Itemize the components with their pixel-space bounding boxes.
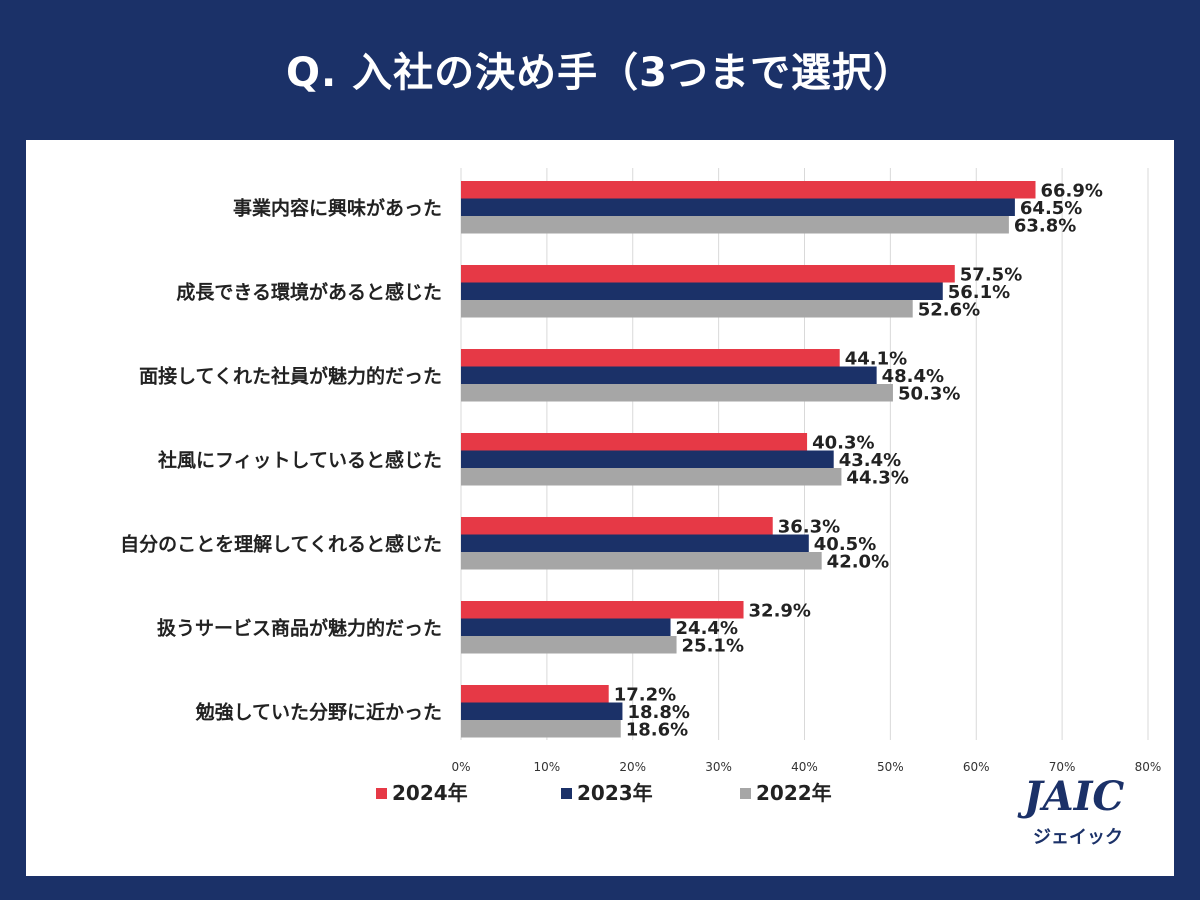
data-label: 44.3%	[846, 467, 908, 488]
bar-2022年-0	[461, 216, 1009, 234]
bar-2022年-2	[461, 384, 893, 402]
bar-2023年-1	[461, 282, 943, 300]
category-label: 社風にフィットしていると感じた	[157, 448, 442, 471]
bar-2023年-0	[461, 198, 1015, 216]
data-label: 18.8%	[627, 702, 689, 723]
bar-2023年-3	[461, 450, 834, 468]
page-title: Q. 入社の決め手（3つまで選択）	[286, 50, 914, 96]
x-tick-label: 20%	[619, 760, 646, 774]
data-label: 25.1%	[682, 635, 744, 656]
data-label: 52.6%	[918, 299, 980, 320]
data-label: 42.0%	[827, 551, 889, 572]
data-label: 64.5%	[1020, 198, 1082, 219]
chart-panel: 0% 10% 20% 30% 40% 50% 60% 70% 80% 事業内容に興味があった 66…	[26, 140, 1174, 876]
x-tick-label: 30%	[705, 760, 732, 774]
data-label: 48.4%	[882, 366, 944, 387]
data-label: 63.8%	[1014, 215, 1076, 236]
data-label: 36.3%	[778, 516, 840, 537]
category-label: 事業内容に興味があった	[233, 196, 442, 219]
data-label: 17.2%	[614, 684, 676, 705]
data-label: 66.9%	[1041, 180, 1103, 201]
logo-brand: JAIC	[1017, 773, 1125, 820]
legend-swatch	[561, 788, 572, 799]
bar-2022年-5	[461, 636, 677, 654]
data-label: 40.3%	[812, 432, 874, 453]
category-label: 扱うサービス商品が魅力的だった	[157, 616, 442, 639]
bar-2024年-1	[461, 265, 955, 283]
data-label: 24.4%	[676, 618, 738, 639]
x-tick-label: 80%	[1135, 760, 1162, 774]
bar-2024年-5	[461, 601, 744, 619]
x-tick-label: 50%	[877, 760, 904, 774]
bar-2022年-3	[461, 468, 842, 486]
bar-2022年-6	[461, 720, 621, 738]
category-label: 自分のことを理解してくれると感じた	[120, 532, 442, 555]
bar-2024年-3	[461, 433, 808, 451]
jaic-logo: JAIC ジェイック	[1017, 773, 1125, 848]
data-label: 32.9%	[749, 600, 811, 621]
bar-2022年-1	[461, 300, 913, 318]
logo-subtext: ジェイック	[1033, 827, 1123, 848]
bar-2023年-6	[461, 702, 623, 720]
bar-2023年-2	[461, 366, 877, 384]
x-tick-label: 70%	[1049, 760, 1076, 774]
legend-label: 2022年	[756, 781, 832, 805]
legend-label: 2024年	[392, 781, 468, 805]
category-label: 面接してくれた社員が魅力的だった	[139, 364, 442, 387]
bar-2023年-4	[461, 534, 809, 552]
bar-2024年-2	[461, 349, 840, 367]
legend-label: 2023年	[577, 781, 653, 805]
data-label: 44.1%	[845, 348, 907, 369]
bars	[461, 181, 1036, 738]
labels: 事業内容に興味があった 66.9%64.5%63.8% 成長できる環境があると感じた…	[120, 180, 1103, 740]
category-label: 勉強していた分野に近かった	[195, 700, 442, 723]
data-label: 40.5%	[814, 534, 876, 555]
x-tick-label: 0%	[451, 760, 470, 774]
data-label: 18.6%	[626, 719, 688, 740]
x-tick-label: 40%	[791, 760, 818, 774]
x-tick-label: 10%	[534, 760, 561, 774]
data-label: 50.3%	[898, 383, 960, 404]
x-tick-label: 60%	[963, 760, 990, 774]
bar-2024年-0	[461, 181, 1036, 199]
bar-chart: 0% 10% 20% 30% 40% 50% 60% 70% 80% 事業内容に興味があった 66…	[120, 168, 1162, 848]
data-label: 57.5%	[960, 264, 1022, 285]
bar-2023年-5	[461, 618, 671, 636]
bar-2024年-6	[461, 685, 609, 703]
data-label: 56.1%	[948, 282, 1010, 303]
bar-2022年-4	[461, 552, 822, 570]
bar-2024年-4	[461, 517, 773, 535]
legend: 2024年 2023年 2022年	[376, 781, 832, 805]
legend-swatch	[376, 788, 387, 799]
data-label: 43.4%	[839, 450, 901, 471]
legend-swatch	[740, 788, 751, 799]
category-label: 成長できる環境があると感じた	[176, 280, 442, 303]
